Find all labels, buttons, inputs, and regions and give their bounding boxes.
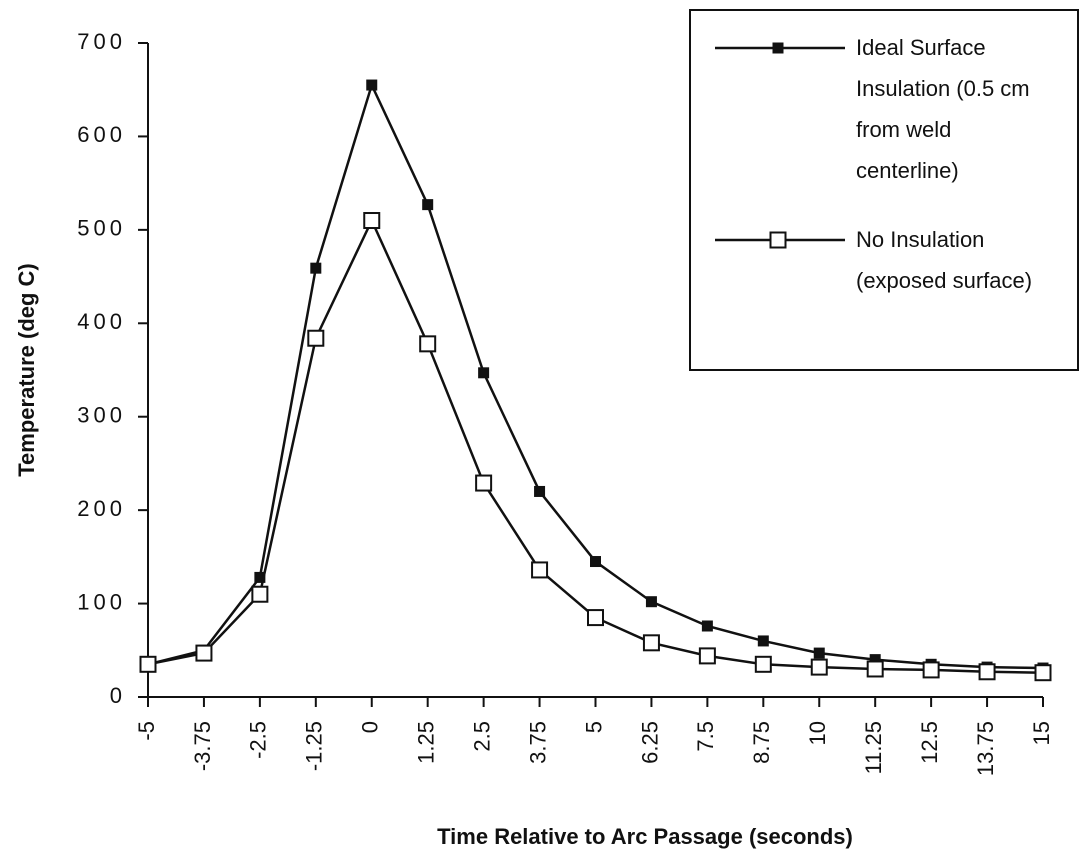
x-tick-label: 1.25: [414, 721, 439, 764]
y-tick-label: 100: [77, 589, 126, 614]
x-axis-label: Time Relative to Arc Passage (seconds): [437, 824, 853, 849]
data-point: [754, 655, 772, 673]
y-tick-label: 0: [110, 683, 126, 708]
x-tick-label: 8.75: [749, 721, 774, 764]
x-tick-label: 2.5: [469, 721, 494, 752]
x-tick-label: 10: [805, 721, 830, 745]
data-point: [645, 596, 657, 608]
x-tick-label: 0: [358, 721, 383, 733]
legend-box: [689, 9, 1079, 371]
legend-label: Ideal Surface Insulation (0.5 cm from we…: [856, 35, 1030, 183]
data-point: [813, 647, 825, 659]
data-point: [590, 556, 601, 568]
y-tick-label: 400: [77, 309, 126, 334]
x-tick-label: 15: [1029, 721, 1054, 745]
legend-marker: [769, 231, 787, 249]
y-tick-label: 600: [77, 122, 126, 147]
x-tick-label: -5: [134, 721, 159, 741]
data-point: [866, 660, 884, 678]
data-point: [419, 335, 437, 353]
data-point: [701, 620, 713, 632]
data-point: [810, 658, 828, 676]
data-point: [922, 661, 940, 679]
x-tick-label: 13.75: [973, 721, 998, 776]
y-tick-label: 700: [77, 29, 126, 54]
data-point: [363, 212, 381, 230]
x-tick-label: -3.75: [190, 721, 215, 771]
data-point: [195, 644, 213, 662]
data-point: [757, 635, 769, 647]
data-point: [587, 609, 604, 627]
data-point: [366, 79, 378, 91]
data-point: [978, 663, 996, 681]
legend-marker: [772, 42, 784, 54]
y-tick-label: 300: [77, 403, 126, 428]
x-tick-label: -1.25: [302, 721, 327, 771]
data-point: [310, 262, 322, 274]
data-point: [478, 367, 490, 379]
data-point: [251, 585, 269, 603]
data-point: [1034, 664, 1052, 682]
y-axis-label: Temperature (deg C): [14, 263, 39, 477]
x-tick-label: 3.75: [525, 721, 550, 764]
data-point: [307, 329, 325, 347]
y-tick-label: 200: [77, 496, 126, 521]
data-point: [531, 561, 549, 579]
x-tick-label: -2.5: [246, 721, 271, 759]
x-tick-label: 5: [581, 721, 606, 733]
x-tick-label: 11.25: [861, 721, 886, 774]
x-tick-label: 7.5: [693, 721, 718, 752]
x-tick-label: 6.25: [637, 721, 662, 764]
data-point: [698, 647, 716, 665]
y-tick-label: 500: [77, 216, 126, 241]
data-point: [139, 655, 157, 673]
x-tick-label: 12.5: [917, 721, 942, 764]
data-point: [642, 634, 660, 652]
data-point: [422, 199, 434, 211]
data-point: [534, 485, 546, 497]
legend-label: No Insulation (exposed surface): [856, 227, 1033, 293]
data-point: [475, 474, 493, 492]
